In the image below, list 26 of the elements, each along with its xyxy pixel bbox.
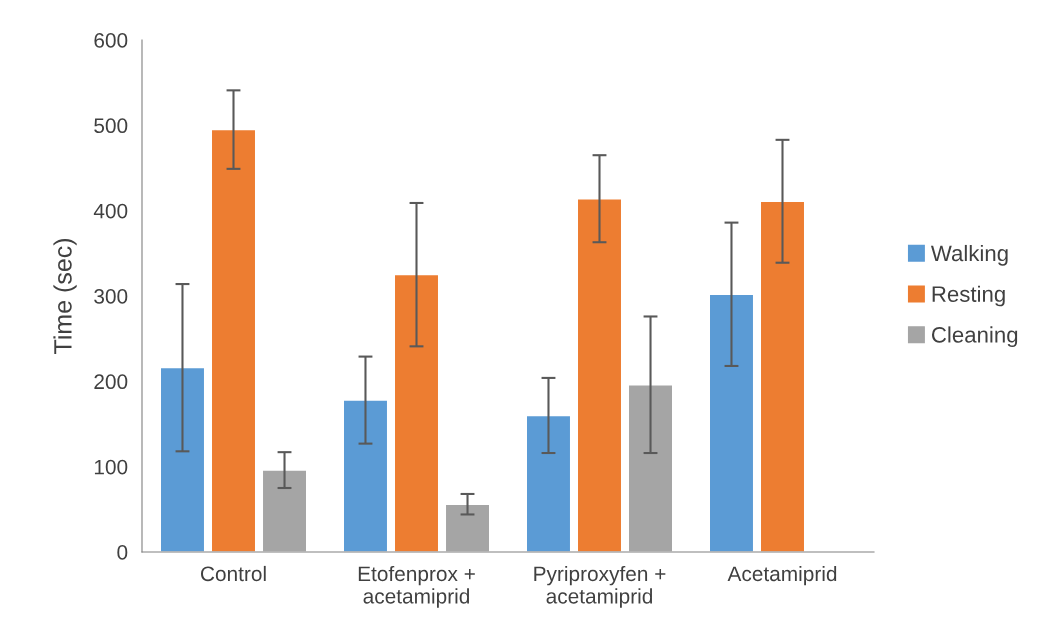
bar: [576, 198, 623, 552]
bar: [393, 273, 440, 552]
y-tick-label: 100: [94, 459, 128, 475]
x-tick-label: Control: [200, 565, 266, 582]
y-tick-label: 400: [93, 203, 128, 219]
legend-label: Walking: [930, 244, 1008, 266]
bar: [444, 503, 491, 552]
y-axis-title: Time (sec): [53, 238, 77, 354]
bar: [261, 469, 308, 552]
bar: [708, 293, 755, 552]
y-tick-label: 0: [117, 545, 128, 560]
y-tick-label: 200: [94, 374, 128, 390]
y-tick-label: 300: [94, 289, 128, 304]
bar: [525, 414, 572, 552]
x-tick-label: Acetamiprid: [727, 565, 837, 586]
x-tick-label: Pyriproxyfen + acetamiprid: [534, 565, 666, 608]
bar: [159, 366, 206, 552]
x-tick-label: Etofenprox + acetamiprid: [358, 565, 475, 608]
y-tick-label: 500: [94, 118, 128, 134]
bar: [210, 128, 257, 552]
bar: [342, 399, 389, 552]
legend-label: Resting: [932, 285, 1005, 307]
legend-label: Cleaning: [931, 326, 1018, 348]
y-tick-label: 600: [94, 33, 128, 48]
bar: [627, 384, 674, 552]
bar: [759, 200, 806, 552]
